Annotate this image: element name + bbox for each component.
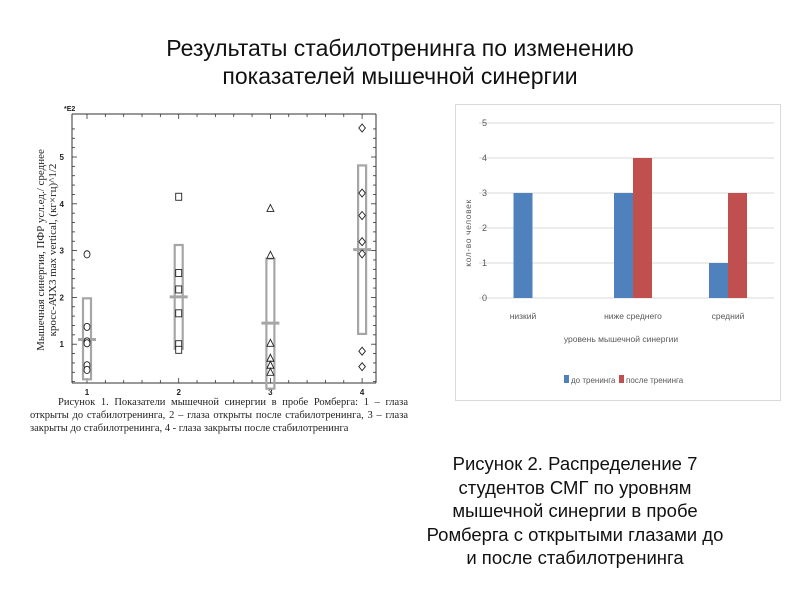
y-multiplier-label: *E2: [64, 106, 75, 113]
triangle-marker: [266, 203, 275, 212]
y-tick-label: 5: [60, 153, 65, 162]
bar-after: [633, 158, 652, 298]
category-group: ниже среднего: [604, 158, 662, 321]
x-tick-label: средний: [712, 311, 745, 321]
diamond-marker: [358, 188, 366, 198]
bar-before: [709, 263, 728, 298]
x-axis-label: уровень мышечной синергии: [564, 334, 678, 344]
triangle-marker: [266, 367, 275, 376]
circle-marker: [83, 322, 91, 331]
y-tick-label: 2: [60, 293, 65, 302]
legend-label-after: после тренинга: [626, 376, 684, 385]
y-tick-label: 1: [60, 340, 65, 349]
series-group-2: [169, 192, 188, 354]
diamond-marker: [358, 346, 366, 356]
figure-2-caption-line-1: Рисунок 2. Распределение 7: [452, 453, 698, 474]
triangle-marker: [266, 353, 275, 362]
bar-before: [513, 193, 533, 298]
scatter-plot-area: 1 2 3 4 5 1 2 3 4 *E2 Мышечная синергия, ПФР усл.е…: [35, 106, 377, 397]
slide-title-line-1: Результаты стабилотренинга по изменению: [166, 35, 634, 61]
x-tick-label: 2: [176, 388, 181, 397]
diamond-marker: [358, 361, 366, 372]
y-tick-label: 4: [60, 200, 65, 209]
figure-1-caption-line-1: Рисунок 1. Показатели мышечной синергии …: [30, 397, 408, 421]
figure-2-caption-line-5: и после стабилотренинга: [466, 547, 684, 568]
square-marker: [175, 285, 183, 294]
bar-after: [728, 193, 747, 298]
legend-label-before: до тренинга: [571, 376, 616, 385]
x-tick-label: ниже среднего: [604, 311, 662, 321]
diamond-marker: [358, 210, 366, 221]
category-group: средний: [709, 193, 747, 321]
circle-marker: [83, 365, 91, 374]
y-tick-label: 3: [60, 247, 65, 256]
x-tick-label: 4: [360, 388, 365, 397]
slide-title: Результаты стабилотренинга по изменению …: [0, 34, 800, 90]
figure-2-caption-line-4: Ромберга с открытыми глазами до: [426, 523, 724, 545]
triangle-marker: [266, 250, 275, 259]
slide-title-line-2: показателей мышечной синергии: [222, 63, 578, 89]
x-tick-label: 1: [85, 388, 90, 397]
figure-1-caption: Рисунок 1. Показатели мышечной синергии …: [30, 396, 408, 435]
y-tick-label: 3: [482, 188, 487, 198]
legend: до тренинга после тренинга: [564, 375, 684, 385]
scatter-chart-canvas: 1 2 3 4 5 1 2 3 4 *E2 Мышечная синергия, ПФР усл.е…: [35, 106, 377, 397]
category-group: низкий: [510, 193, 537, 321]
y-tick-label: 4: [482, 153, 487, 163]
figure-1-scatter-chart: 1 2 3 4 5 1 2 3 4 *E2 Мышечная синергия, ПФР усл.е…: [30, 100, 410, 400]
bar-chart-canvas: 0 1 2 3 4 5 кол-во человек низкий ниже среднего с…: [463, 118, 774, 385]
legend-swatch-before: [564, 375, 569, 383]
square-marker: [175, 309, 183, 318]
square-marker: [175, 345, 183, 354]
diamond-marker: [358, 123, 366, 133]
x-tick-label: низкий: [510, 311, 537, 321]
figure-1-caption-line-2: стабилотренинга, 2 – глаза открыты после…: [30, 410, 408, 434]
series-group-3: [261, 203, 280, 390]
triangle-marker: [266, 338, 275, 347]
bar-plot-area: 0 1 2 3 4 5 кол-во человек низкий ниже среднего с…: [463, 118, 774, 385]
diamond-marker: [358, 249, 366, 259]
circle-marker: [83, 250, 91, 259]
series-group-1: [78, 250, 96, 381]
figure-2-bar-chart: 0 1 2 3 4 5 кол-во человек низкий ниже среднего с…: [455, 104, 781, 401]
y-tick-label: 2: [482, 223, 487, 233]
y-tick-label: 0: [482, 293, 487, 303]
triangle-marker: [266, 360, 275, 369]
y-axis-label: Мышечная синергия, ПФР усл.ед./ среднеек…: [35, 149, 59, 351]
figure-1-caption-line-3: стабилотренинга, 4 - глаза закрыты после…: [83, 423, 349, 434]
circle-marker: [83, 339, 91, 348]
figure-2-caption-line-3: мышечной синергии в пробе: [452, 500, 698, 521]
square-marker: [175, 192, 183, 201]
figure-2-caption: Рисунок 2. Распределение 7 студентов СМГ…: [392, 452, 758, 570]
diamond-marker: [358, 237, 366, 247]
square-marker: [175, 269, 183, 278]
y-tick-label: 1: [482, 258, 487, 268]
series-group-4: [353, 123, 372, 372]
y-axis-label: кол-во человек: [463, 199, 473, 267]
legend-swatch-after: [619, 375, 624, 383]
figure-2-caption-line-2: студентов СМГ по уровням: [458, 476, 692, 498]
bar-before: [614, 193, 633, 298]
x-tick-label: 3: [268, 388, 273, 397]
y-tick-label: 5: [482, 118, 487, 128]
